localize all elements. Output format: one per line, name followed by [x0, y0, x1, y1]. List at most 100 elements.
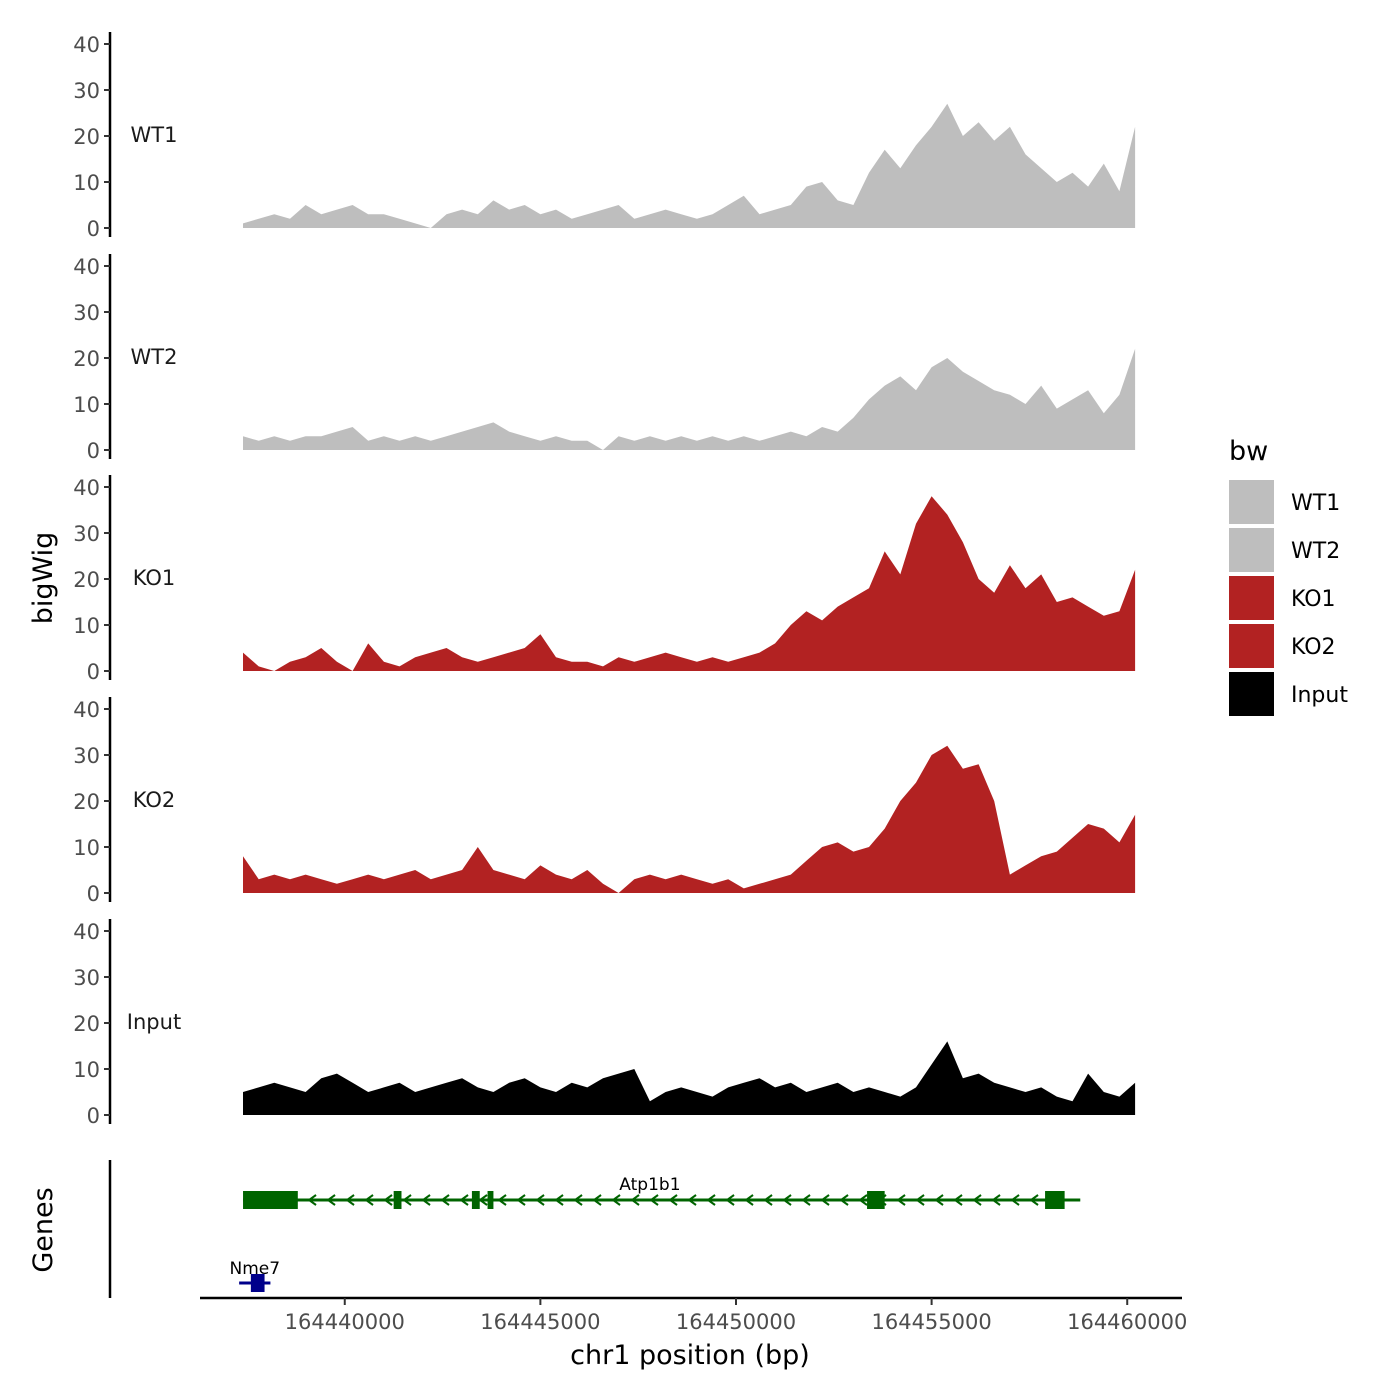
- track-wt2: 0 10 20 30 40 WT2: [73, 254, 1136, 463]
- exon: [393, 1191, 402, 1209]
- y-tick-label: 40: [73, 33, 100, 57]
- strand-chevron: [706, 1194, 716, 1206]
- y-tick-label: 20: [73, 125, 100, 149]
- strand-chevron: [801, 1194, 811, 1206]
- strand-chevron: [364, 1194, 374, 1206]
- y-tick-label: 10: [73, 1058, 100, 1082]
- strand-chevron: [725, 1194, 735, 1206]
- y-tick-label: 0: [87, 660, 100, 684]
- y-tick-label: 30: [73, 301, 100, 325]
- y-tick-label: 0: [87, 439, 100, 463]
- track-label: KO2: [133, 788, 176, 812]
- strand-chevron: [839, 1194, 849, 1206]
- strand-chevron: [478, 1194, 488, 1206]
- y-tick-label: 10: [73, 836, 100, 860]
- strand-chevron: [782, 1194, 792, 1206]
- track-label: WT2: [131, 345, 178, 369]
- strand-chevron: [687, 1194, 697, 1206]
- gene-nme7: Nme7: [229, 1259, 280, 1292]
- legend-label: WT1: [1291, 491, 1340, 516]
- y-tick-label: 0: [87, 882, 100, 906]
- exon: [243, 1191, 298, 1209]
- track-label: Input: [127, 1010, 181, 1034]
- strand-chevron: [573, 1194, 583, 1206]
- exon: [471, 1191, 480, 1209]
- track-wt1: 0 10 20 30 40 WT1: [73, 32, 1136, 241]
- x-tick-label: 164455000: [871, 1310, 991, 1334]
- exon: [487, 1191, 494, 1209]
- gene-atp1b1: Atp1b1: [243, 1175, 1081, 1209]
- signal-tracks: 0 10 20 30 40 WT1 0 10 20 30 40 WT2 0 10 20 30 40 KO1 0 10 2…: [73, 32, 1136, 1128]
- x-tick-label: 164445000: [480, 1310, 600, 1334]
- area-wt2: [243, 348, 1136, 450]
- exon: [867, 1191, 885, 1209]
- y-tick-label: 10: [73, 171, 100, 195]
- strand-chevron: [1029, 1194, 1039, 1206]
- y-tick-label: 40: [73, 698, 100, 722]
- legend-key-wt1: [1229, 480, 1274, 524]
- strand-chevron: [326, 1194, 336, 1206]
- legend-key-ko1: [1229, 576, 1274, 620]
- strand-chevron: [630, 1194, 640, 1206]
- track-ko1: 0 10 20 30 40 KO1: [73, 475, 1136, 684]
- y-tick-label: 40: [73, 255, 100, 279]
- track-ko2: 0 10 20 30 40 KO2: [73, 697, 1136, 906]
- strand-chevron: [915, 1194, 925, 1206]
- track-input: 0 10 20 30 40 Input: [73, 919, 1136, 1128]
- gene-label: Atp1b1: [619, 1175, 680, 1195]
- y-tick-label: 40: [73, 920, 100, 944]
- strand-chevron: [991, 1194, 1001, 1206]
- legend-key-input: [1229, 672, 1274, 716]
- strand-chevron: [592, 1194, 602, 1206]
- area-input: [243, 1041, 1136, 1115]
- strand-chevron: [307, 1194, 317, 1206]
- y-tick-label: 30: [73, 966, 100, 990]
- y-tick-label: 20: [73, 1012, 100, 1036]
- y-tick-label: 10: [73, 393, 100, 417]
- x-tick-label: 164440000: [285, 1310, 405, 1334]
- strand-chevron: [345, 1194, 355, 1206]
- strand-chevron: [535, 1194, 545, 1206]
- strand-chevron: [820, 1194, 830, 1206]
- gene-track: Atp1b1 Nme7: [108, 1160, 1081, 1298]
- strand-chevron: [516, 1194, 526, 1206]
- strand-chevron: [1010, 1194, 1020, 1206]
- y-tick-label: 30: [73, 522, 100, 546]
- x-axis-title: chr1 position (bp): [570, 1340, 810, 1371]
- strand-chevron: [554, 1194, 564, 1206]
- x-axis: 164440000 164445000 164450000 164455000 1644…: [200, 1296, 1187, 1334]
- strand-chevron: [934, 1194, 944, 1206]
- y-tick-label: 20: [73, 568, 100, 592]
- strand-chevron: [459, 1194, 469, 1206]
- y-tick-label: 20: [73, 790, 100, 814]
- exon: [250, 1274, 265, 1292]
- track-label: KO1: [133, 566, 176, 590]
- exon: [1045, 1191, 1065, 1209]
- strand-chevron: [402, 1194, 412, 1206]
- legend-label: KO1: [1291, 587, 1336, 612]
- strand-chevron: [858, 1194, 868, 1206]
- area-wt1: [243, 103, 1136, 228]
- gene-label: Nme7: [229, 1259, 280, 1279]
- strand-chevron: [668, 1194, 678, 1206]
- strand-chevron: [497, 1194, 507, 1206]
- legend-key-wt2: [1229, 528, 1274, 572]
- strand-chevron: [649, 1194, 659, 1206]
- y-tick-label: 10: [73, 614, 100, 638]
- legend-label: Input: [1291, 683, 1348, 708]
- area-ko2: [243, 745, 1136, 893]
- legend-title: bw: [1229, 436, 1268, 467]
- y-tick-label: 40: [73, 476, 100, 500]
- y-tick-label: 0: [87, 217, 100, 241]
- strand-chevron: [611, 1194, 621, 1206]
- legend: bw WT1 WT2 KO1 KO2 Input: [1229, 436, 1348, 716]
- y-tick-label: 20: [73, 347, 100, 371]
- legend-label: KO2: [1291, 635, 1336, 660]
- y-tick-label: 30: [73, 79, 100, 103]
- strand-chevron: [744, 1194, 754, 1206]
- strand-chevron: [421, 1194, 431, 1206]
- strand-chevron: [440, 1194, 450, 1206]
- x-tick-label: 164460000: [1067, 1310, 1187, 1334]
- strand-chevron: [972, 1194, 982, 1206]
